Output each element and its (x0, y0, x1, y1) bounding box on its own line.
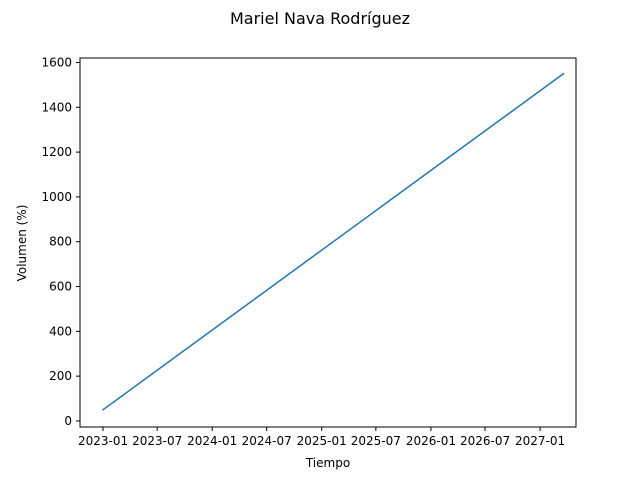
x-axis-ticks: 2023-01 2023-07 2024-01 2024-07 2025-01 2025-… (78, 427, 565, 448)
x-tick-label: 2027-01 (515, 434, 565, 448)
x-tick-label: 2023-01 (78, 434, 128, 448)
chart-title: Mariel Nava Rodríguez (230, 9, 410, 28)
series-line (101, 72, 565, 411)
y-tick-label: 800 (49, 235, 72, 249)
series-layer (101, 72, 565, 411)
x-tick-label: 2024-07 (242, 434, 292, 448)
y-tick-label: 1600 (41, 55, 72, 69)
y-axis-label: Volumen (%) (15, 205, 29, 282)
y-tick-label: 0 (64, 414, 72, 428)
y-tick-label: 1000 (41, 190, 72, 204)
y-tick-label: 400 (49, 324, 72, 338)
x-tick-label: 2025-01 (297, 434, 347, 448)
x-tick-label: 2026-07 (460, 434, 510, 448)
plot-frame (79, 57, 577, 428)
x-tick-label: 2025-07 (351, 434, 401, 448)
x-tick-label: 2026-01 (406, 434, 456, 448)
y-axis-ticks: 0 200 400 600 800 1000 1200 1400 1600 (41, 55, 80, 428)
y-tick-label: 1200 (41, 145, 72, 159)
y-tick-label: 600 (49, 280, 72, 294)
y-tick-label: 1400 (41, 100, 72, 114)
x-tick-label: 2023-07 (132, 434, 182, 448)
x-axis-label: Tiempo (305, 456, 350, 470)
y-tick-label: 200 (49, 369, 72, 383)
x-tick-label: 2024-01 (187, 434, 237, 448)
